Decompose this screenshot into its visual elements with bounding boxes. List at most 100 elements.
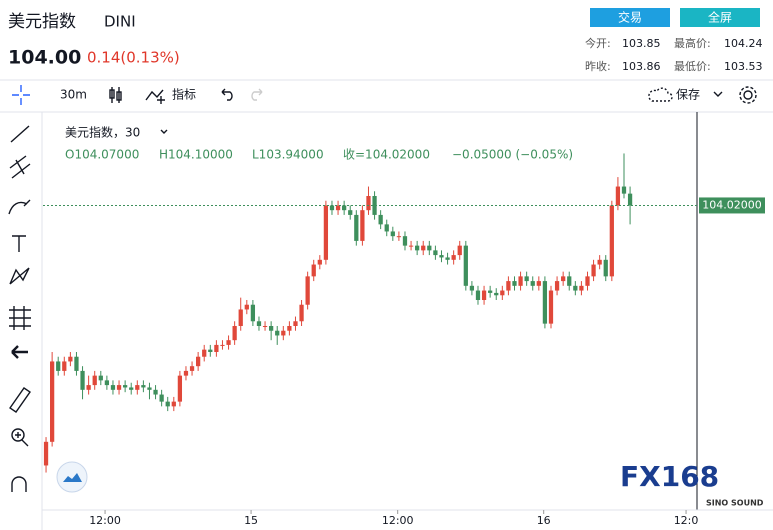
- candle-body: [116, 385, 122, 390]
- settings[interactable]: [743, 90, 753, 100]
- candle-body: [171, 401, 176, 407]
- candle-body: [196, 356, 201, 367]
- candle-body: [494, 292, 499, 296]
- candle-body: [506, 281, 511, 291]
- candle-body: [573, 285, 578, 291]
- candle-body: [262, 326, 268, 327]
- candle-icon[interactable]: [109, 87, 122, 103]
- candle-body: [323, 205, 329, 260]
- candle-body: [214, 344, 219, 352]
- candle-body: [402, 236, 408, 246]
- candle-body: [342, 205, 347, 211]
- candle-body: [621, 186, 627, 194]
- fullscreen-button[interactable]: [680, 8, 760, 27]
- candle-body: [518, 276, 523, 286]
- stat-label: 最低价:: [674, 60, 711, 73]
- save-dropdown[interactable]: [713, 91, 723, 97]
- candle-body: [585, 276, 590, 286]
- chart-fab[interactable]: [56, 461, 88, 493]
- candle-body: [390, 231, 395, 237]
- candle-body: [281, 330, 286, 336]
- candle-body: [475, 290, 481, 300]
- candle-body: [372, 196, 377, 215]
- candle-body: [427, 245, 432, 251]
- watermark-sub: SINO SOUND: [706, 499, 764, 508]
- undo[interactable]: [221, 88, 233, 101]
- candle-body: [481, 290, 487, 300]
- candle-body: [311, 264, 316, 277]
- candle-body: [104, 380, 110, 386]
- candle-body: [378, 214, 383, 225]
- candle-body: [512, 281, 517, 286]
- candle-body: [366, 196, 371, 211]
- candle-body: [469, 285, 475, 291]
- candle-body: [153, 389, 158, 395]
- change: 0.14(0.13%): [87, 49, 180, 67]
- trade-label[interactable]: 交易: [618, 10, 642, 25]
- candle-body: [135, 385, 140, 390]
- x-tick-label: 16: [537, 514, 551, 527]
- stat-value: 103.85: [622, 37, 661, 50]
- candle-body: [49, 361, 55, 442]
- x-tick-label: 12:00: [382, 514, 414, 527]
- candle-body: [159, 394, 164, 402]
- candle-body: [542, 281, 548, 324]
- candle-body: [603, 259, 608, 277]
- stat-label: 最高价:: [674, 36, 711, 50]
- stat-label: 今开:: [585, 36, 611, 50]
- candle-body: [579, 285, 584, 291]
- candle-body: [421, 245, 426, 251]
- candle-body: [250, 304, 256, 322]
- candle-body: [220, 344, 225, 346]
- candle-body: [305, 276, 310, 305]
- candle-body: [92, 375, 97, 386]
- candle-body: [202, 349, 207, 357]
- save[interactable]: 保存: [676, 88, 700, 102]
- indicators[interactable]: 指标: [172, 87, 196, 102]
- crosshair-tool[interactable]: [12, 85, 30, 105]
- candle-body: [287, 326, 292, 331]
- candle-body: [189, 366, 195, 371]
- price: 104.00: [8, 47, 81, 69]
- drawing-tools[interactable]: [8, 125, 31, 492]
- candle-body: [524, 276, 529, 282]
- fullscreen-label[interactable]: 全屏: [708, 10, 732, 25]
- candle-body: [609, 205, 614, 277]
- legend-high: H104.10000: [159, 148, 233, 162]
- indicator-icon[interactable]: [145, 89, 165, 104]
- x-tick-label: 15: [244, 514, 258, 527]
- candle-body: [123, 385, 128, 388]
- last-price-tag: [699, 197, 765, 214]
- legend-close: 收=104.02000: [343, 148, 430, 162]
- last-price-label: 104.02000: [702, 198, 762, 211]
- candle-body: [232, 326, 237, 341]
- legend-low: L103.94000: [252, 148, 324, 162]
- candle-body: [226, 340, 231, 345]
- candle-body: [238, 309, 243, 326]
- candle-body: [451, 255, 456, 260]
- interval[interactable]: 30m: [60, 88, 87, 102]
- candle-body: [335, 205, 341, 211]
- candle-body: [275, 330, 280, 336]
- candle-body: [56, 361, 61, 371]
- trade-button[interactable]: [590, 8, 670, 27]
- candle-body: [293, 321, 298, 326]
- cloud-icon[interactable]: [648, 87, 673, 102]
- candle-body: [256, 321, 262, 326]
- candle-body: [329, 205, 335, 211]
- x-tick-label: 12:00: [89, 514, 121, 527]
- legend-dropdown[interactable]: [160, 129, 168, 134]
- redo[interactable]: [251, 88, 263, 101]
- candle-body: [110, 385, 116, 390]
- candle-body: [530, 281, 535, 286]
- candle-body: [433, 250, 438, 256]
- candle-body: [627, 193, 633, 206]
- x-tick-label: 12:0: [674, 514, 699, 527]
- candle-body: [548, 290, 554, 324]
- candle-body: [98, 375, 103, 381]
- candle-body: [68, 356, 73, 362]
- candle-body: [177, 375, 183, 402]
- symbol: DINI: [104, 13, 136, 31]
- legend-name: 美元指数，30: [65, 125, 140, 140]
